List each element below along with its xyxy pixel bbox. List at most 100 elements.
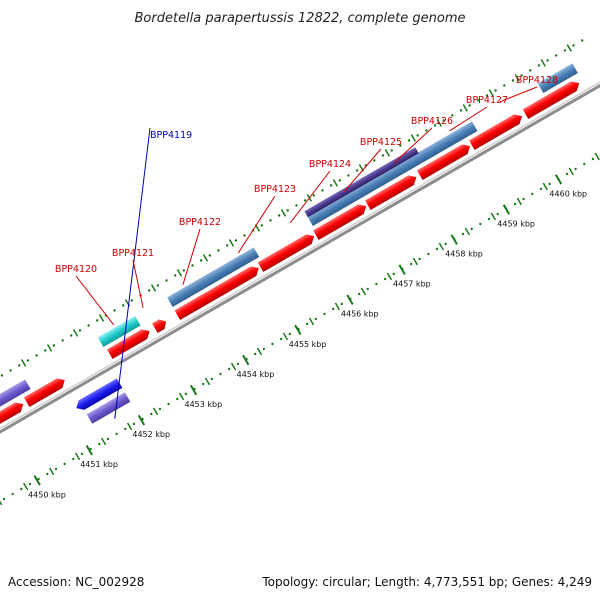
tick-mark (488, 89, 494, 97)
tick-dot (54, 467, 58, 471)
tick-dot (383, 277, 387, 281)
gene-label[interactable]: BPP4121 (112, 248, 154, 259)
gene-label[interactable]: BPP4126 (411, 116, 453, 127)
cds-arrow[interactable] (417, 141, 473, 180)
kbp-tick-label: 4459 kbp (497, 219, 535, 228)
tick-dot (366, 287, 369, 291)
tick-dot (583, 162, 586, 166)
tick-mark (74, 452, 81, 461)
cds-bar-blue[interactable] (307, 121, 478, 226)
tick-dot (210, 377, 214, 381)
tick-dot (217, 249, 220, 252)
tick-dot (46, 472, 49, 476)
tick-dot (130, 299, 134, 302)
tick-dot (78, 329, 82, 332)
cds-arrow[interactable] (152, 317, 169, 333)
gene-label-leader (132, 259, 144, 308)
gene-label[interactable]: BPP4124 (309, 159, 351, 170)
cds-arrow[interactable] (107, 326, 152, 359)
cds-bar-blue[interactable] (537, 63, 578, 93)
gene-label[interactable]: BPP4123 (254, 184, 296, 195)
tick-dot (158, 407, 162, 411)
cds-arrow[interactable] (0, 399, 26, 441)
tick-dot (37, 477, 40, 481)
tick-dot (503, 84, 506, 87)
cds-arrow-reverse[interactable] (74, 378, 123, 413)
tick-dot (375, 282, 378, 286)
kbp-tick (450, 234, 458, 245)
tick-dot (156, 284, 160, 287)
tick-dot (124, 427, 127, 431)
tick-dot (390, 149, 393, 152)
genome-summary-text: Topology: circular; Length: 4,773,551 bp… (261, 575, 592, 589)
tick-dot (529, 69, 532, 72)
cds-arrow[interactable] (522, 78, 582, 119)
gene-label[interactable]: BPP4120 (55, 264, 97, 275)
kbp-tick (554, 174, 563, 185)
tick-dot (468, 104, 471, 107)
gene-label[interactable]: BPP4125 (360, 137, 402, 148)
tick-dot (338, 179, 341, 182)
gene-label[interactable]: BPP4122 (179, 217, 221, 228)
gene-label[interactable]: BPP4119 (150, 130, 192, 141)
kbp-tick-label: 4460 kbp (549, 189, 587, 198)
tick-dot (563, 49, 567, 52)
kbp-tick-label: 4450 kbp (28, 490, 66, 499)
tick-dot (286, 209, 289, 212)
gene-label[interactable]: BPP4128 (516, 75, 558, 86)
cds-bar-violet[interactable] (0, 379, 31, 408)
tick-dot (555, 54, 558, 57)
tick-mark (20, 359, 27, 367)
cds-arrow[interactable] (469, 111, 525, 150)
tick-dot (485, 94, 489, 97)
tick-dot (288, 332, 292, 336)
tick-dot (132, 422, 136, 426)
cds-bar-cyan[interactable] (97, 315, 141, 347)
tick-dot (444, 242, 447, 246)
tick-dot (279, 337, 283, 341)
tick-dot (427, 252, 430, 256)
cds-arrow[interactable] (174, 263, 262, 320)
tick-dot (539, 187, 543, 191)
kbp-tick-label: 4455 kbp (289, 340, 327, 349)
gene-label-leader (75, 275, 115, 326)
tick-dot (202, 382, 205, 386)
tick-dot (331, 307, 335, 311)
kbp-tick (137, 414, 146, 426)
tick-dot (357, 292, 361, 296)
cds-arrow[interactable] (365, 172, 419, 210)
tick-dot (262, 347, 266, 351)
tick-dot (295, 204, 298, 207)
cds-arrow[interactable] (313, 201, 369, 240)
cds-bar-navy[interactable] (304, 147, 419, 218)
tick-dot (176, 397, 179, 401)
tick-dot (98, 442, 101, 446)
gene-label[interactable]: BPP4127 (466, 95, 508, 106)
tick-dot (305, 322, 309, 326)
gene-labels: BPP4119 BPP4120 BPP4121 BPP4122 BPP4123 BPP41… (55, 75, 558, 419)
cds-arrow[interactable] (23, 375, 68, 407)
kbp-tick (502, 204, 511, 215)
tick-dot (531, 192, 534, 196)
tick-dot (225, 244, 229, 247)
tick-dot (61, 339, 64, 342)
tick-mark (0, 497, 3, 506)
gene-label-leader (182, 228, 201, 285)
tick-dot (184, 392, 188, 396)
cds-bar-blue[interactable] (167, 247, 260, 307)
tick-dot (269, 219, 272, 222)
tick-mark (542, 182, 548, 191)
tick-dot (96, 319, 99, 322)
gene-label-leader (449, 106, 488, 132)
tick-dot (72, 457, 75, 461)
tick-dot (418, 257, 421, 261)
tick-mark (360, 287, 367, 296)
tick-mark (126, 422, 133, 431)
cds-bar-violet-reverse[interactable] (86, 392, 131, 424)
tick-dot (355, 169, 359, 172)
tick-mark (49, 467, 55, 476)
kbp-tick (398, 264, 406, 275)
kbp-tick-label: 4458 kbp (445, 249, 483, 258)
cds-arrow[interactable] (257, 231, 317, 272)
